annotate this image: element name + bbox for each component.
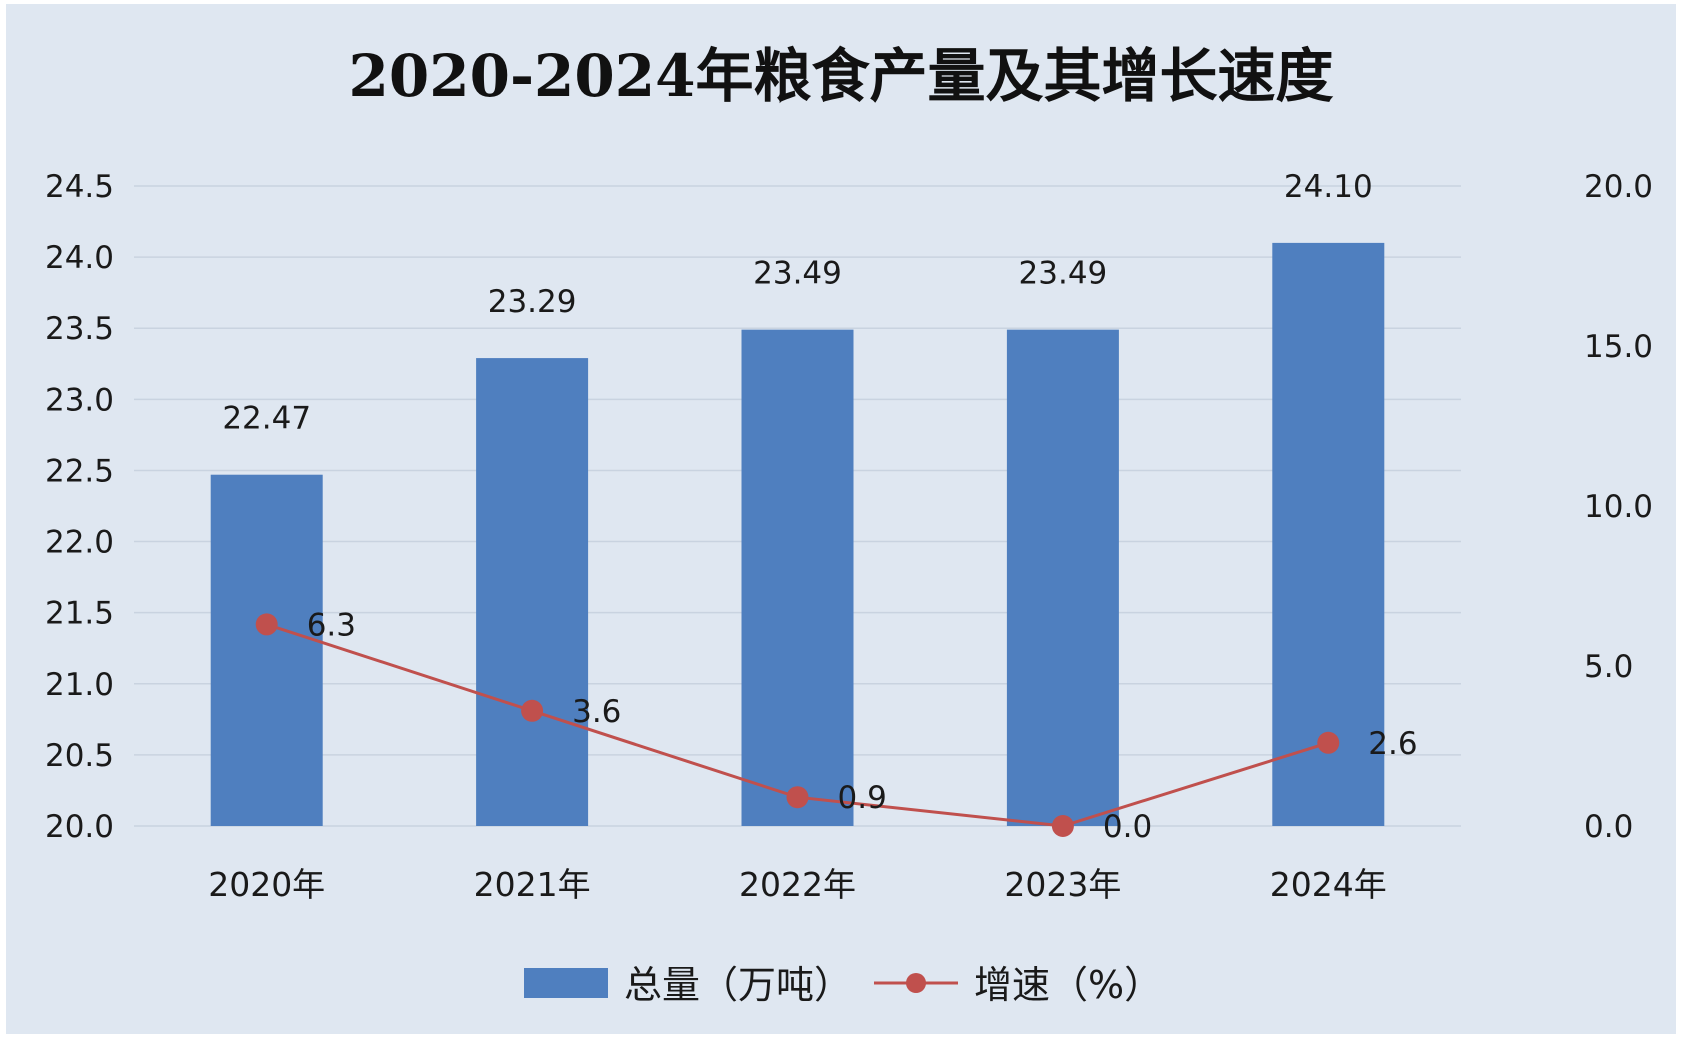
right-tick-label: 0.0 bbox=[1584, 809, 1633, 845]
left-tick-label: 21.5 bbox=[45, 596, 114, 632]
line-value-label: 6.3 bbox=[307, 607, 356, 643]
line-value-label: 0.9 bbox=[838, 780, 887, 816]
left-tick-label: 23.5 bbox=[45, 311, 114, 347]
right-y-axis: 0.0 5.0 10.0 15.0 20.0 bbox=[1584, 169, 1653, 845]
right-tick-label: 20.0 bbox=[1584, 169, 1653, 205]
bar bbox=[1006, 329, 1119, 826]
right-tick-label: 15.0 bbox=[1584, 329, 1653, 365]
chart-title: 2020-2024年粮食产量及其增长速度 bbox=[349, 42, 1334, 110]
right-tick-label: 5.0 bbox=[1584, 649, 1633, 685]
category-label: 2024年 bbox=[1270, 865, 1387, 904]
bar-value-label: 23.49 bbox=[1019, 256, 1108, 292]
legend-line-marker bbox=[906, 973, 926, 993]
growth-marker bbox=[521, 699, 544, 722]
right-tick-label: 10.0 bbox=[1584, 489, 1653, 525]
left-y-axis: 20.0 20.5 21.0 21.5 22.0 22.5 23.0 23.5 24.0 24.5 bbox=[45, 169, 114, 845]
x-axis: 2020年 2021年 2022年 2023年 2024年 bbox=[208, 865, 1387, 904]
left-tick-label: 21.0 bbox=[45, 667, 114, 703]
bar bbox=[210, 474, 323, 826]
left-tick-label: 20.5 bbox=[45, 738, 114, 774]
bar bbox=[476, 358, 589, 826]
growth-marker bbox=[1317, 731, 1340, 754]
legend: 总量（万吨） 增速（%） bbox=[524, 963, 1162, 1007]
bar-value-label: 22.47 bbox=[222, 401, 311, 437]
left-tick-label: 22.5 bbox=[45, 453, 114, 489]
line-value-label: 0.0 bbox=[1103, 809, 1152, 845]
line-value-label: 3.6 bbox=[572, 694, 621, 730]
growth-marker bbox=[1051, 815, 1074, 837]
category-label: 2020年 bbox=[208, 865, 325, 904]
left-tick-label: 24.0 bbox=[45, 240, 114, 276]
bar bbox=[741, 329, 854, 826]
bar bbox=[1272, 242, 1385, 826]
left-tick-label: 24.5 bbox=[45, 169, 114, 205]
line-value-label: 2.6 bbox=[1368, 726, 1417, 762]
bar-value-label: 24.10 bbox=[1284, 169, 1373, 205]
bar-value-label: 23.29 bbox=[488, 284, 577, 320]
growth-marker bbox=[255, 613, 278, 636]
legend-bar-swatch bbox=[524, 968, 608, 998]
left-tick-label: 20.0 bbox=[45, 809, 114, 845]
left-tick-label: 22.0 bbox=[45, 525, 114, 561]
combo-chart: 2020-2024年粮食产量及其增长速度 20.0 20.5 21.0 21.5 22.… bbox=[45, 42, 1653, 1007]
legend-line-label: 增速（%） bbox=[974, 963, 1162, 1007]
category-label: 2022年 bbox=[739, 865, 856, 904]
chart-area: 2020-2024年粮食产量及其增长速度 20.0 20.5 21.0 21.5 22.… bbox=[6, 4, 1676, 1034]
bar-value-label: 23.49 bbox=[753, 256, 842, 292]
left-tick-label: 23.0 bbox=[45, 382, 114, 418]
category-label: 2021年 bbox=[474, 865, 591, 904]
category-label: 2023年 bbox=[1004, 865, 1121, 904]
legend-bar-label: 总量（万吨） bbox=[624, 963, 852, 1007]
line-series bbox=[255, 613, 1340, 837]
growth-marker bbox=[786, 786, 809, 809]
bar-series bbox=[210, 242, 1385, 826]
data-labels: 22.47 23.29 23.49 23.49 24.10 6.3 3.6 0.9 0.0 2.6 bbox=[222, 169, 1417, 845]
